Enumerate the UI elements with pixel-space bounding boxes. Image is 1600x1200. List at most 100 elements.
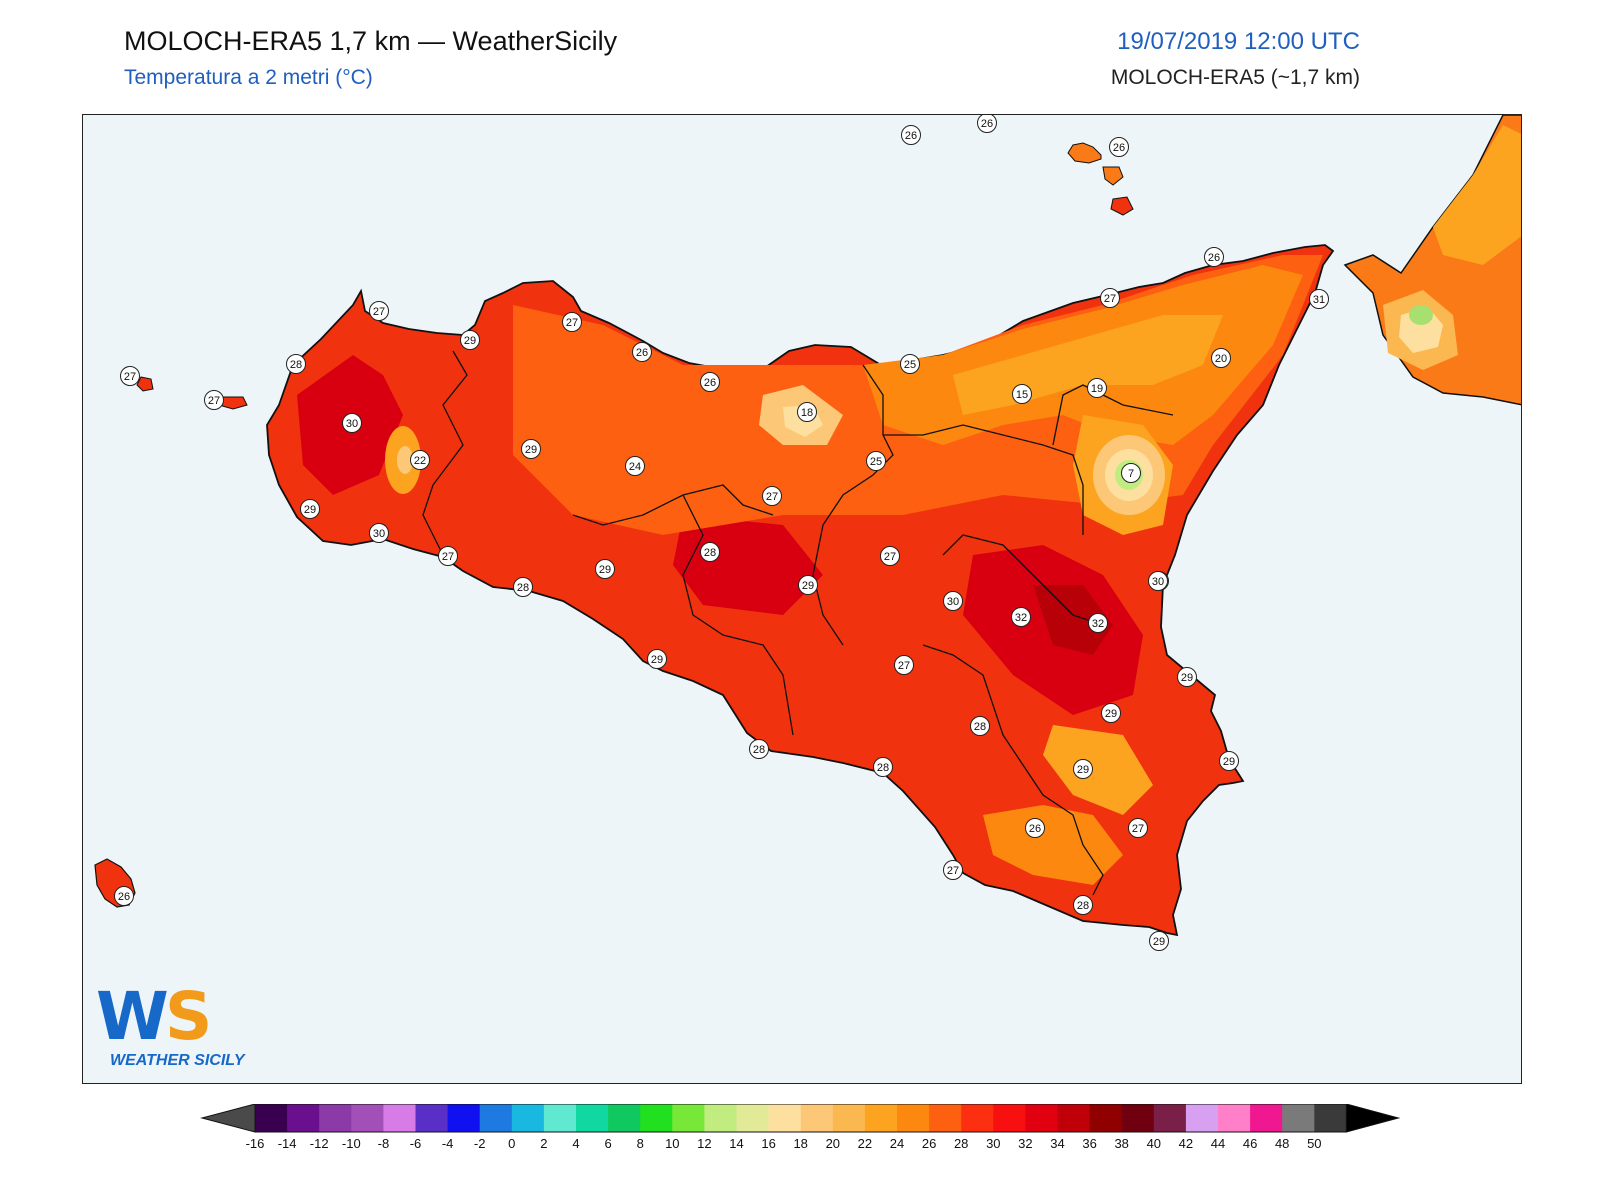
station-value: 30	[373, 528, 385, 540]
calabria-orange-zone	[1433, 125, 1521, 265]
colorbar-tick-label: -16	[246, 1136, 265, 1151]
station-marker-circle	[342, 413, 362, 433]
colorbar-cell	[1185, 1104, 1219, 1132]
temperature-map: 26 26 26 26 27 27 27 28 30 29 27 26 26 25 31 30 22 29 18 15…	[94, 115, 1521, 951]
station-marker-circle	[1109, 137, 1129, 157]
station-marker: 26	[1025, 818, 1045, 838]
station-value: 27	[884, 551, 896, 563]
station-value: 29	[525, 444, 537, 456]
colorbar-tick-label: -14	[278, 1136, 297, 1151]
station-marker-circle	[1011, 607, 1031, 627]
forecast-datetime: 19/07/2019 12:00 UTC	[1117, 28, 1360, 55]
colorbar-tick-label: 50	[1307, 1136, 1321, 1151]
station-marker-circle	[1219, 751, 1239, 771]
colorbar-tick-label: -6	[410, 1136, 422, 1151]
station-value: 27	[1104, 293, 1116, 305]
station-marker: 29	[595, 559, 615, 579]
station-marker: 30	[1148, 571, 1168, 591]
station-value: 26	[981, 118, 993, 130]
trapani-mild-zone	[397, 446, 413, 474]
map-subtitle: Temperatura a 2 metri (°C)	[124, 66, 373, 89]
station-value: 25	[904, 359, 916, 371]
station-value: 28	[753, 744, 765, 756]
station-marker: 27	[1128, 818, 1148, 838]
station-marker: 15	[1012, 384, 1032, 404]
station-marker: 27	[120, 366, 140, 386]
colorbar-tick-label: -4	[442, 1136, 454, 1151]
weather-sicily-logo: WS WEATHER SICILY	[96, 978, 256, 1078]
station-value: 29	[599, 564, 611, 576]
station-marker: 27	[562, 312, 582, 332]
colorbar-cell	[287, 1104, 320, 1132]
station-marker-circle	[866, 451, 886, 471]
station-value: 24	[629, 461, 641, 473]
station-value: 27	[208, 395, 220, 407]
colorbar-cell	[864, 1104, 898, 1132]
station-marker: 27	[894, 655, 914, 675]
map-title: MOLOCH-ERA5 1,7 km — WeatherSicily	[124, 26, 618, 56]
station-marker: 29	[1219, 751, 1239, 771]
colorbar-cell	[768, 1104, 802, 1132]
station-marker: 29	[647, 649, 667, 669]
colorbar-tick-label: 4	[572, 1136, 579, 1151]
station-value: 29	[464, 335, 476, 347]
station-value: 27	[373, 306, 385, 318]
station-marker: 7	[1121, 463, 1141, 483]
station-marker-circle	[1211, 348, 1231, 368]
province-borders	[422, 350, 1174, 896]
station-marker-circle	[1204, 247, 1224, 267]
colorbar-tick-label: 18	[793, 1136, 807, 1151]
station-value: 28	[517, 582, 529, 594]
colorbar-cell	[1218, 1104, 1251, 1132]
very-hot-core	[1033, 585, 1113, 655]
station-marker-circle	[943, 591, 963, 611]
colorbar-cell	[415, 1104, 449, 1132]
station-marker-circle	[797, 402, 817, 422]
station-marker: 30	[943, 591, 963, 611]
station-marker-circle	[647, 649, 667, 669]
colorbar-cell	[543, 1104, 577, 1132]
station-marker: 27	[943, 860, 963, 880]
station-marker: 32	[1088, 613, 1108, 633]
colorbar-tick-label: 46	[1243, 1136, 1257, 1151]
colorbar-cell	[1250, 1104, 1283, 1132]
station-value: 26	[636, 347, 648, 359]
colorbar-tick-label: 34	[1050, 1136, 1064, 1151]
colorbar-tick-label: 40	[1147, 1136, 1161, 1151]
station-marker: 27	[438, 546, 458, 566]
station-marker-circle	[562, 312, 582, 332]
station-marker-circle	[1100, 288, 1120, 308]
station-marker: 28	[970, 716, 990, 736]
station-marker-circle	[513, 577, 533, 597]
colorbar-cell	[511, 1104, 545, 1132]
station-marker: 29	[1073, 759, 1093, 779]
station-marker: 29	[300, 499, 320, 519]
colorbar-cell	[479, 1104, 513, 1132]
map-frame: 26 26 26 26 27 27 27 28 30 29 27 26 26 25 31 30 22 29 18 15…	[82, 114, 1522, 1084]
colorbar-cell	[319, 1104, 352, 1132]
colorbar-cell	[1057, 1104, 1091, 1132]
colorbar-tick-label: 36	[1082, 1136, 1096, 1151]
station-value: 27	[766, 491, 778, 503]
colorbar-tick-label: 42	[1179, 1136, 1193, 1151]
station-value: 20	[1215, 353, 1227, 365]
station-value: 26	[905, 130, 917, 142]
colorbar-cell	[1314, 1104, 1347, 1132]
station-value: 29	[1077, 764, 1089, 776]
station-marker-circle	[798, 575, 818, 595]
station-value: 25	[870, 456, 882, 468]
station-marker-circle	[460, 330, 480, 350]
station-marker-circle	[1128, 818, 1148, 838]
station-marker-circle	[894, 655, 914, 675]
colorbar-cell	[383, 1104, 416, 1132]
station-marker-circle	[700, 372, 720, 392]
station-marker: 29	[1149, 931, 1169, 951]
colorbar-tick-label: 26	[922, 1136, 936, 1151]
colorbar-cell	[929, 1104, 962, 1132]
station-marker-circle	[700, 542, 720, 562]
model-note: MOLOCH-ERA5 (~1,7 km)	[1110, 66, 1360, 89]
station-marker-circle	[900, 354, 920, 374]
colorbar-cell	[704, 1104, 737, 1132]
station-value: 27	[442, 551, 454, 563]
station-marker-circle	[1177, 667, 1197, 687]
